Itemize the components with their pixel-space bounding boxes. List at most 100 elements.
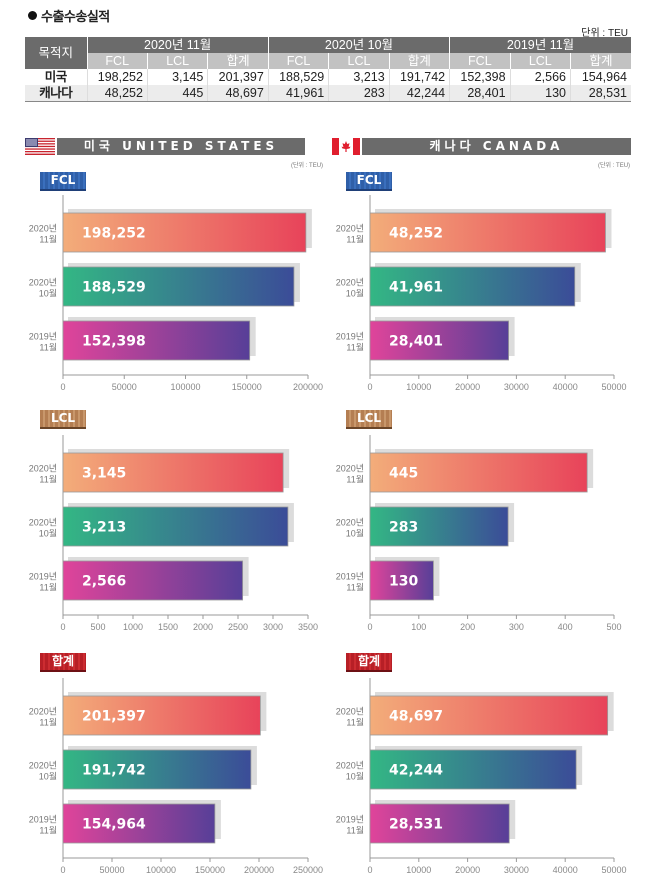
table-cell: 48,252 (87, 85, 148, 102)
category-label: 2019년 (29, 572, 57, 582)
category-label: 10월 (346, 288, 364, 299)
table-row: 캐나다 48,252 445 48,697 41,961 283 42,244 … (25, 85, 631, 102)
bar (369, 212, 606, 253)
canada-unit-label: (단위 : TEU) (598, 163, 631, 169)
bar (369, 506, 509, 547)
bar (369, 266, 576, 307)
bar-value-label: 198,252 (82, 226, 146, 242)
table-cell: 152,398 (449, 69, 511, 85)
fcl-container-badge: FCL (346, 172, 392, 191)
x-tick-label: 100000 (170, 382, 200, 392)
bullet-icon (28, 11, 37, 20)
category-label: 2019년 (336, 572, 364, 582)
x-tick-label: 200000 (244, 865, 274, 875)
canada-section-banner: 캐나다 CANADA (362, 138, 631, 155)
x-tick-label: 250000 (293, 865, 323, 875)
x-tick-label: 400 (558, 622, 573, 632)
x-tick-label: 300 (509, 622, 524, 632)
lcl-container-badge: LCL (40, 410, 86, 429)
x-tick-label: 100 (411, 622, 426, 632)
table-cell: 28,531 (570, 85, 631, 102)
x-tick-label: 3000 (263, 622, 283, 632)
category-label: 11월 (39, 717, 57, 728)
category-label: 11월 (39, 582, 57, 593)
category-label: 2020년 (29, 278, 57, 288)
chart-us-fcl: 198,2522020년11월188,5292020년10월152,398201… (29, 195, 323, 392)
x-tick-label: 0 (367, 865, 372, 875)
x-tick-label: 500 (90, 622, 105, 632)
bar-value-label: 283 (389, 520, 418, 536)
bar-value-label: 201,397 (82, 709, 146, 725)
table-cell: 2,566 (510, 69, 572, 85)
category-label: 11월 (346, 234, 364, 245)
bar (62, 749, 252, 790)
bar-value-label: 42,244 (389, 763, 443, 779)
x-tick-label: 0 (60, 865, 65, 875)
x-tick-label: 10000 (406, 382, 431, 392)
chart-canada-total: 48,6972020년11월42,2442020년10월28,5312019년1… (336, 678, 627, 875)
fcl-container-badge: FCL (40, 172, 86, 191)
header-sub: FCL (449, 53, 511, 69)
category-label: 2020년 (336, 464, 364, 474)
chart-canada-fcl: 48,2522020년11월41,9612020년10월28,4012019년1… (336, 195, 627, 392)
bar (369, 695, 609, 736)
table-cell: 445 (147, 85, 209, 102)
header-sub: 합계 (389, 53, 451, 69)
x-tick-label: 1500 (158, 622, 178, 632)
x-tick-label: 200 (460, 622, 475, 632)
chart-us-lcl: 3,1452020년11월3,2132020년10월2,5662019년11월0… (29, 435, 318, 632)
header-sub: LCL (147, 53, 209, 69)
category-label: 10월 (346, 528, 364, 539)
bar (369, 803, 510, 844)
bar-value-label: 154,964 (82, 817, 146, 833)
category-label: 11월 (346, 825, 364, 836)
category-label: 2019년 (29, 815, 57, 825)
category-label: 11월 (346, 717, 364, 728)
total-container-badge: 합계 (40, 653, 86, 672)
category-label: 2020년 (29, 464, 57, 474)
table-cell: 130 (510, 85, 572, 102)
total-container-badge: 합계 (346, 653, 392, 672)
canada-flag-icon (332, 138, 360, 155)
us-unit-label: (단위 : TEU) (291, 163, 324, 169)
header-sub: LCL (328, 53, 390, 69)
category-label: 10월 (346, 771, 364, 782)
category-label: 2020년 (29, 518, 57, 528)
x-tick-label: 0 (60, 622, 65, 632)
bar-value-label: 3,213 (82, 520, 126, 536)
table-cell: 201,397 (207, 69, 269, 85)
x-tick-label: 50000 (601, 382, 626, 392)
x-tick-label: 0 (60, 382, 65, 392)
bar (62, 266, 295, 307)
bar (62, 320, 251, 361)
bar-value-label: 41,961 (389, 280, 443, 296)
category-label: 11월 (346, 474, 364, 485)
table-cell: 198,252 (87, 69, 148, 85)
bar (62, 560, 244, 601)
bar-value-label: 152,398 (82, 334, 146, 350)
table-cell: 42,244 (389, 85, 451, 102)
bar (62, 803, 216, 844)
category-label: 2020년 (336, 707, 364, 717)
bar (369, 452, 588, 493)
category-label: 2020년 (336, 278, 364, 288)
us-section-banner: 미국 UNITED STATES (57, 138, 305, 155)
category-label: 2020년 (336, 224, 364, 234)
x-tick-label: 20000 (455, 382, 480, 392)
x-tick-label: 10000 (406, 865, 431, 875)
bar-value-label: 28,531 (389, 817, 443, 833)
table-row: 미국 198,252 3,145 201,397 188,529 3,213 1… (25, 69, 631, 85)
category-label: 2019년 (336, 332, 364, 342)
x-tick-label: 50000 (601, 865, 626, 875)
header-sub: 합계 (570, 53, 631, 69)
category-label: 10월 (39, 288, 57, 299)
bar-value-label: 3,145 (82, 466, 126, 482)
category-label: 10월 (39, 528, 57, 539)
bar-value-label: 28,401 (389, 334, 443, 350)
x-tick-label: 3500 (298, 622, 318, 632)
x-tick-label: 200000 (293, 382, 323, 392)
page-title: 수출수송실적 (28, 6, 110, 25)
category-label: 2019년 (336, 815, 364, 825)
category-label: 11월 (346, 582, 364, 593)
